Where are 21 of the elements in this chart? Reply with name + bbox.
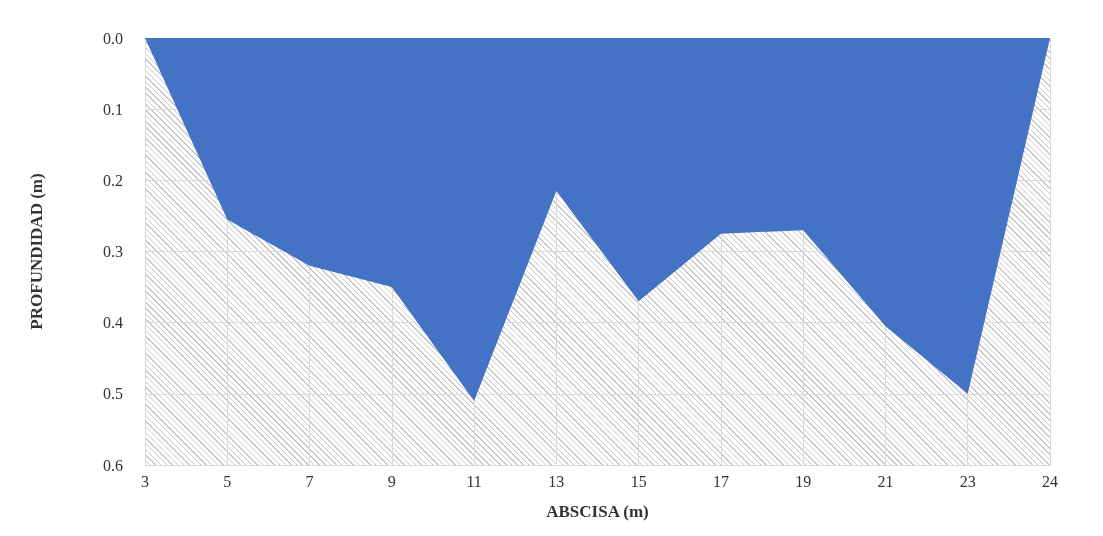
y-tick-label: 0.2 — [103, 171, 123, 189]
y-tick-label: 0.5 — [103, 385, 123, 403]
x-tick-label: 13 — [548, 472, 565, 490]
y-tick-label: 0.0 — [103, 29, 123, 47]
x-tick-label: 5 — [223, 472, 232, 490]
x-tick-label: 9 — [387, 472, 396, 490]
y-tick-label: 0.4 — [103, 314, 123, 332]
x-tick-label: 11 — [466, 472, 482, 490]
x-tick-label: 17 — [712, 472, 729, 490]
y-tick-label: 0.1 — [103, 100, 123, 118]
y-tick-label: 0.3 — [103, 243, 123, 260]
x-tick-label: 23 — [959, 472, 976, 490]
x-tick-label: 24 — [1042, 472, 1058, 490]
y-tick-label: 0.6 — [103, 456, 123, 474]
x-tick-label: 3 — [141, 472, 149, 490]
x-tick-label: 15 — [630, 472, 647, 490]
x-tick-label: 19 — [795, 472, 812, 490]
x-tick-label: 7 — [305, 472, 314, 490]
y-axis-title: PROFUNDIDAD (m) — [27, 173, 46, 330]
x-axis-title: ABSCISA (m) — [546, 502, 649, 521]
x-tick-label: 21 — [877, 472, 894, 490]
